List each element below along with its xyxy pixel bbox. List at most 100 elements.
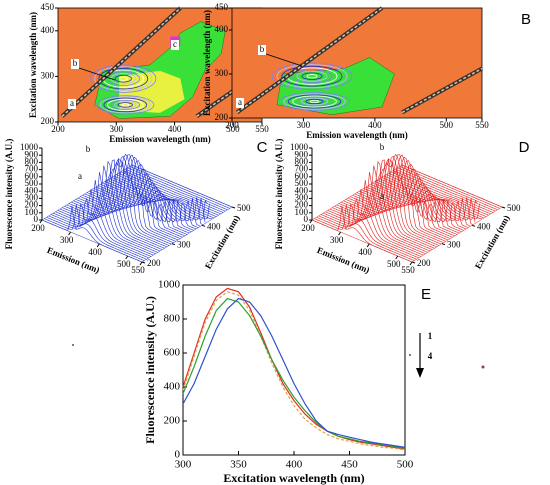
y-tick-label: 200 [41,116,55,126]
speck [481,365,485,369]
annotation-box [71,59,79,69]
x-tick-label: 200 [225,120,239,130]
z-tick-label: 0 [304,214,309,224]
z-tick-label: 200 [25,200,39,210]
x-tick-label: 400 [368,120,382,130]
y-tick-label: 300 [447,240,461,250]
contour-line [94,66,153,92]
contour-line [103,97,148,113]
surface-trace [50,189,152,257]
y-tick-label: 500 [507,203,521,213]
contour-line [107,98,144,112]
annotation-pointer [265,53,303,67]
surface-trace [62,159,163,250]
surface-trace [401,164,503,208]
surface-trace [64,157,165,249]
z-axis-title: Fluorescence intensity (A.U.) [274,139,284,250]
y-tick-label: 600 [164,347,181,359]
x-tick [366,243,370,248]
surface-trace [311,205,413,263]
plot-frame [182,284,406,456]
y-tick-label: 200 [147,258,161,268]
contour-line [117,102,133,108]
panel-label: E [421,286,431,303]
z-tick-label: 400 [295,185,309,195]
scatter-band [235,6,384,115]
surface-trace [352,160,453,238]
surface-trace [41,205,143,263]
z-tick-label: 100 [295,207,309,217]
y-tick [141,261,146,264]
panel-label: C [257,139,268,156]
y-tick [171,243,176,246]
y-tick-label: 450 [41,2,55,12]
surface-trace [354,163,455,237]
z-tick-label: 300 [25,192,39,202]
y-tick-label: 0 [175,449,181,461]
z-axis-title: Fluorescence intensity (A.U.) [4,139,14,250]
y-tick-label: 500 [237,203,251,213]
surface-trace [325,171,426,255]
surface-trace [395,168,496,212]
contour-line [110,99,141,110]
annotation: b [86,144,91,154]
annotation: b [380,142,385,152]
x-tick-label: 400 [168,124,182,134]
x-tick-label: 300 [175,459,192,471]
y-axis-title: Excitation wavelength (nm) [28,12,38,118]
surface-trace [131,164,233,208]
surface-trace [59,160,161,252]
z-tick-label: 800 [295,156,309,166]
x-tick-label: 300 [297,120,311,130]
x-tick-label: 550 [131,265,145,275]
y-tick-label: 800 [164,313,181,325]
annotation-box [68,99,76,109]
x-tick-label: 400 [358,247,372,257]
surface-trace [314,204,415,261]
y-tick-label: 400 [41,25,55,35]
contour-line [309,100,320,104]
y-axis-title: Excitation wavelength (nm) [202,10,212,116]
x-tick-label: 300 [60,235,74,245]
y-axis-title: Fluorescence intensity (A.U.) [143,296,157,444]
contour-line [114,74,132,83]
x-tick-label: 450 [341,459,358,471]
surface-trace [113,175,215,219]
annotation-box [171,40,179,50]
z-tick-label: 300 [295,192,309,202]
contour-line [121,103,130,107]
y-tick-label: 450 [215,2,229,12]
annotation: 4 [428,351,433,361]
x-tick [68,231,71,236]
panel-label: B [521,11,531,28]
contour-line [305,98,324,105]
surface-trace [57,165,158,253]
surface-trace [361,177,462,233]
x-tick [96,243,100,248]
x-tick-label: 500 [117,259,131,269]
annotation: a [78,171,82,181]
surface-trace [91,177,192,233]
surface-trace [68,159,170,246]
contour-line [281,65,343,87]
surface-trace [379,178,480,220]
annotation: 1 [428,331,433,341]
x-tick-label: 500 [387,259,401,269]
x-tick-label: 500 [226,124,240,134]
x-tick-label: 550 [475,120,489,130]
y-tick-label: 300 [177,240,191,250]
surface-trace [343,153,444,244]
y-tick-label: 400 [215,24,229,34]
annotation: b [260,44,265,54]
speck [72,344,74,346]
surface-trace [334,157,435,249]
x-tick [409,261,413,266]
panel-label: D [519,139,530,156]
scatter-band [401,67,483,114]
contour-line [276,64,348,89]
data-line [182,287,406,450]
x-tick-label: 500 [440,120,454,130]
annotation: a [380,191,384,201]
x-tick-label: 550 [401,265,415,275]
